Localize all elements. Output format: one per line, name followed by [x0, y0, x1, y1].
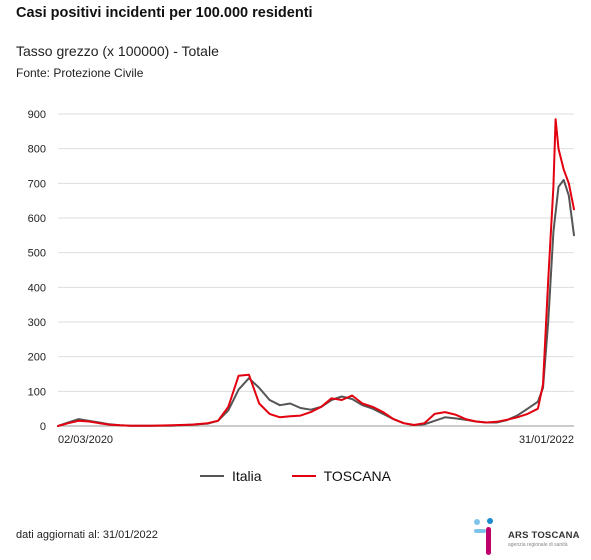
- legend-label-italia: Italia: [231, 468, 262, 484]
- update-note: dati aggiornati al: 31/01/2022: [16, 529, 158, 541]
- y-tick-label-0: 0: [40, 421, 46, 433]
- logo-subtext: agenzia regionale di sanità: [508, 542, 568, 548]
- x-tick-label-start: 02/03/2020: [58, 434, 113, 446]
- y-tick-label-400: 400: [28, 282, 46, 294]
- legend-item-italia[interactable]: Italia: [199, 468, 262, 484]
- y-tick-label-100: 100: [28, 386, 46, 398]
- legend-swatch-toscana: [291, 474, 316, 478]
- chart-subtitle: Tasso grezzo (x 100000) - Totale: [16, 43, 219, 59]
- y-tick-label-200: 200: [28, 352, 46, 364]
- logo-text: ARS TOSCANA: [508, 530, 580, 541]
- y-tick-label-800: 800: [28, 144, 46, 156]
- legend-item-toscana[interactable]: TOSCANA: [291, 468, 391, 484]
- series-line-italia: [57, 178, 575, 427]
- chart-title: Casi positivi incidenti per 100.000 resi…: [16, 5, 313, 21]
- y-tick-label-700: 700: [28, 178, 46, 190]
- y-tick-label-500: 500: [28, 248, 46, 260]
- y-tick-label-900: 900: [28, 109, 46, 121]
- x-tick-label-end: 31/01/2022: [519, 434, 574, 446]
- legend-swatch-italia: [199, 474, 224, 478]
- chart-legend: Italia TOSCANA: [0, 468, 591, 484]
- legend-label-toscana: TOSCANA: [323, 468, 391, 484]
- ars-logo-icon: [474, 518, 493, 555]
- series-line-toscana: [57, 118, 575, 427]
- chart-source: Fonte: Protezione Civile: [16, 66, 144, 80]
- y-tick-label-600: 600: [28, 213, 46, 225]
- y-tick-label-300: 300: [28, 317, 46, 329]
- line-chart: 0 100 200 300 400 500 600 700 800 900 02/03/2020 31…: [28, 109, 575, 446]
